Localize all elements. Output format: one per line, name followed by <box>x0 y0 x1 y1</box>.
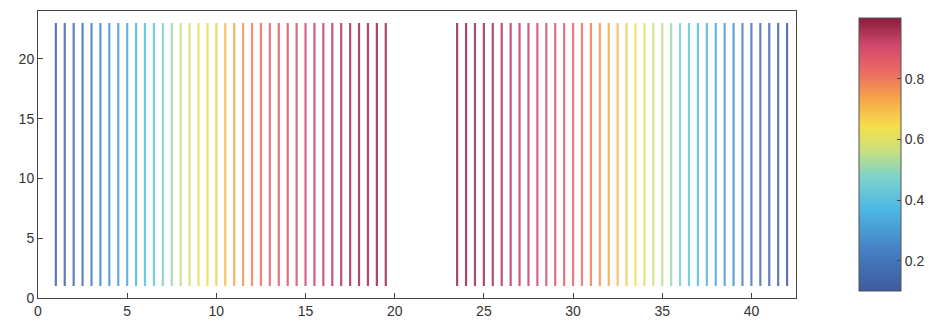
svg-text:0: 0 <box>34 303 42 319</box>
svg-text:0.6: 0.6 <box>905 131 925 147</box>
svg-text:0.8: 0.8 <box>905 71 925 87</box>
svg-text:10: 10 <box>19 170 35 186</box>
svg-text:30: 30 <box>565 303 581 319</box>
svg-text:5: 5 <box>123 303 131 319</box>
svg-text:0.2: 0.2 <box>905 253 925 269</box>
svg-text:5: 5 <box>26 230 34 246</box>
svg-text:35: 35 <box>654 303 670 319</box>
svg-text:20: 20 <box>19 51 35 67</box>
svg-text:20: 20 <box>387 303 403 319</box>
svg-text:0: 0 <box>26 290 34 306</box>
svg-text:40: 40 <box>744 303 760 319</box>
svg-text:15: 15 <box>19 111 35 127</box>
svg-text:10: 10 <box>209 303 225 319</box>
svg-text:25: 25 <box>476 303 492 319</box>
svg-text:0.4: 0.4 <box>905 192 925 208</box>
svg-text:15: 15 <box>298 303 314 319</box>
